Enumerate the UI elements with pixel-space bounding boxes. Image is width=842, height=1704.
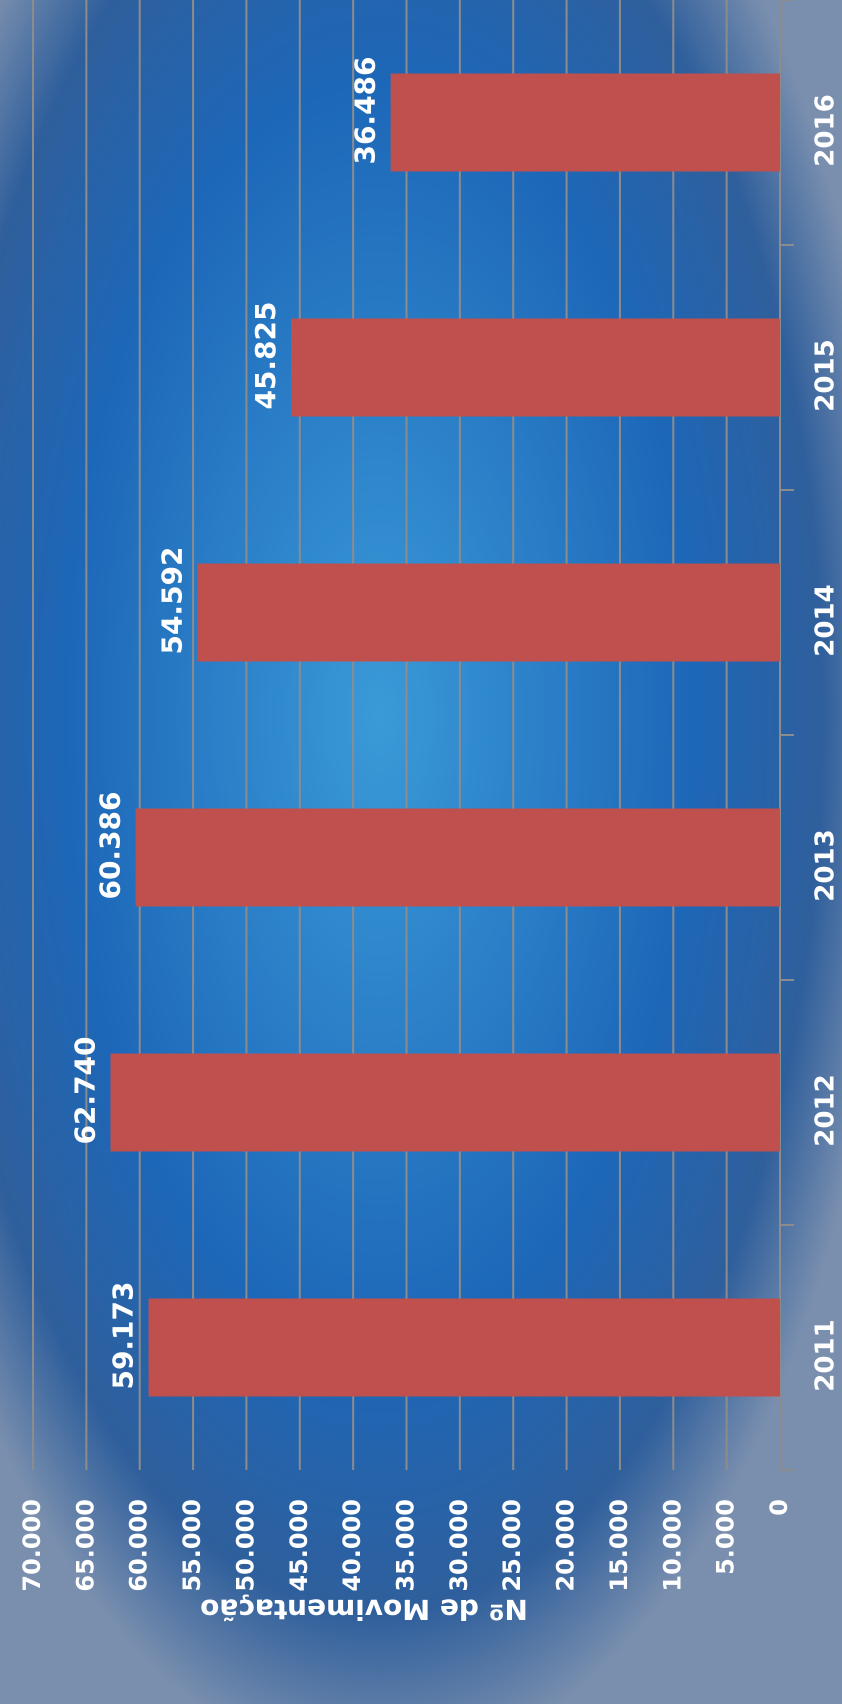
data-label: 54.592 [155, 546, 188, 654]
y-tick-label: 35.000 [392, 1499, 420, 1592]
x-tick-label: 2016 [811, 94, 841, 166]
y-tick-label: 5.000 [712, 1499, 740, 1575]
bar [390, 73, 780, 172]
y-tick-label: 60.000 [125, 1499, 153, 1592]
x-tick-label: 2012 [811, 1074, 841, 1146]
data-label: 45.825 [249, 301, 282, 409]
y-tick-label: 65.000 [71, 1499, 99, 1592]
y-tick-label: 15.000 [605, 1499, 633, 1592]
data-label: 62.740 [68, 1036, 101, 1144]
y-tick-label: 50.000 [231, 1499, 259, 1592]
y-tick-label: 0 [765, 1499, 793, 1516]
bar [290, 318, 780, 417]
bar [148, 1298, 780, 1397]
bar [135, 808, 781, 907]
data-label: 36.486 [349, 56, 382, 164]
x-tick-label: 2014 [811, 584, 841, 656]
y-tick-label: 25.000 [498, 1499, 526, 1592]
y-tick-label: 10.000 [658, 1499, 686, 1592]
x-tick-label: 2015 [811, 339, 841, 411]
bar [110, 1053, 781, 1152]
data-label: 60.386 [94, 791, 127, 899]
bar [197, 563, 781, 662]
y-tick-label: 55.000 [178, 1499, 206, 1592]
axis-title: Nº de Movimentação [200, 1593, 528, 1626]
y-tick-label: 45.000 [285, 1499, 313, 1592]
data-label: 59.173 [107, 1281, 140, 1389]
y-tick-label: 40.000 [338, 1499, 366, 1592]
x-tick-label: 2011 [811, 1319, 841, 1391]
y-tick-label: 20.000 [552, 1499, 580, 1592]
x-tick-label: 2013 [811, 829, 841, 901]
y-tick-label: 70.000 [18, 1499, 46, 1592]
y-tick-label: 30.000 [445, 1499, 473, 1592]
